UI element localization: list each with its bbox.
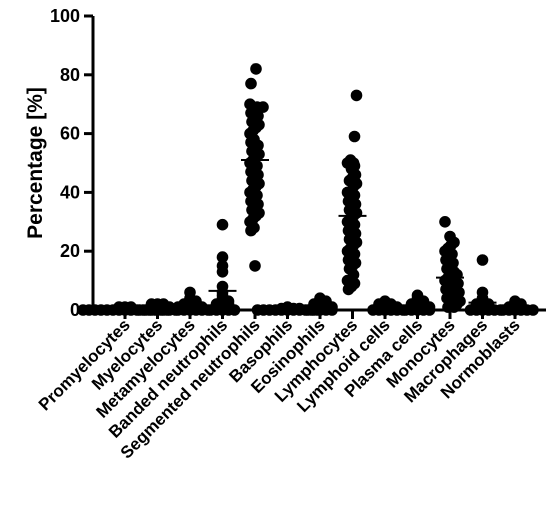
y-tick-label-20: 20	[60, 241, 80, 261]
data-point	[216, 260, 229, 272]
data-point	[342, 283, 355, 296]
category-group	[204, 218, 241, 316]
data-point	[245, 77, 257, 90]
y-tick-label-40: 40	[60, 182, 80, 202]
y-tick-label-100: 100	[50, 6, 80, 26]
data-point	[145, 298, 158, 310]
data-point	[439, 216, 451, 228]
data-point	[350, 89, 363, 102]
y-tick-label-0: 0	[70, 300, 80, 320]
data-point	[77, 304, 89, 316]
data-point	[379, 295, 391, 308]
data-point	[411, 289, 424, 302]
data-point	[216, 251, 229, 263]
data-point	[249, 260, 261, 272]
category-group	[241, 63, 269, 272]
data-point	[245, 224, 257, 237]
data-point	[250, 63, 262, 75]
plot-area	[77, 63, 539, 316]
y-tick-label-80: 80	[60, 65, 80, 85]
category-group	[436, 216, 466, 313]
y-axis-title: Percentage [%]	[24, 87, 47, 239]
data-point	[257, 101, 269, 113]
y-tick-label-60: 60	[60, 124, 80, 144]
data-point	[157, 298, 170, 310]
data-point	[509, 295, 521, 308]
data-point	[476, 254, 489, 266]
category-group	[497, 295, 539, 316]
data-point	[216, 218, 229, 231]
y-axis-ticks: 0 20 40 60 80 100	[50, 6, 93, 320]
category-group	[338, 89, 367, 296]
data-point	[184, 286, 196, 299]
data-point	[348, 130, 361, 143]
data-point	[314, 292, 326, 305]
data-point	[476, 286, 489, 299]
x-axis-ticks: PromyelocytesMyelocytesMetamyelocytesBan…	[35, 310, 524, 462]
data-point	[216, 280, 229, 293]
